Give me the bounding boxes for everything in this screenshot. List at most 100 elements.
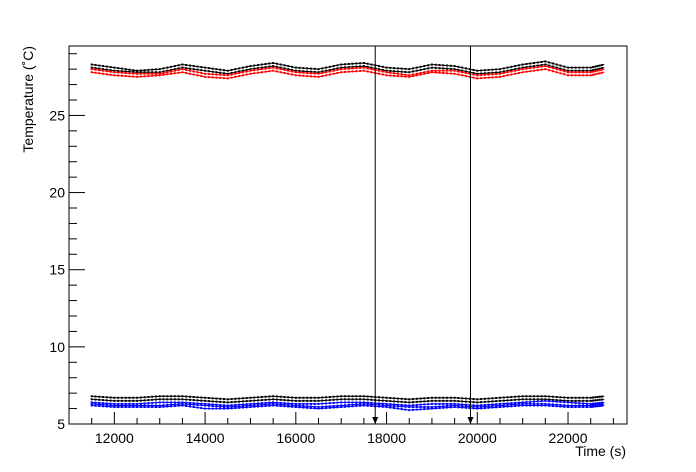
series-point-3 bbox=[396, 75, 399, 78]
series-point-7 bbox=[366, 403, 369, 406]
series-point-4 bbox=[591, 396, 594, 399]
series-point-1 bbox=[230, 72, 233, 74]
series-point-6 bbox=[151, 401, 154, 404]
series-point-1 bbox=[359, 65, 362, 68]
series-point-1 bbox=[283, 67, 286, 70]
series-point-8 bbox=[328, 406, 331, 409]
series-point-0 bbox=[563, 65, 566, 68]
series-point-5 bbox=[415, 400, 418, 403]
series-point-3 bbox=[574, 74, 577, 77]
series-point-7 bbox=[415, 406, 418, 409]
series-point-4 bbox=[234, 397, 237, 400]
series-point-2 bbox=[521, 68, 524, 71]
series-point-6 bbox=[533, 400, 535, 403]
series-point-8 bbox=[309, 407, 312, 410]
series-point-6 bbox=[249, 402, 252, 405]
series-point-0 bbox=[120, 67, 123, 70]
series-point-5 bbox=[438, 399, 441, 402]
series-point-0 bbox=[582, 66, 585, 69]
series-point-5 bbox=[109, 399, 112, 402]
series-point-7 bbox=[495, 404, 498, 407]
series-point-8 bbox=[464, 406, 467, 409]
series-point-6 bbox=[211, 403, 214, 406]
series-point-4 bbox=[241, 397, 244, 400]
series-point-3 bbox=[158, 74, 161, 77]
series-point-3 bbox=[230, 76, 233, 79]
series-point-4 bbox=[453, 396, 456, 399]
series-point-1 bbox=[188, 67, 191, 70]
series-point-4 bbox=[461, 397, 464, 400]
series-point-2 bbox=[412, 73, 415, 76]
series-point-0 bbox=[396, 67, 399, 70]
series-point-3 bbox=[578, 74, 581, 77]
series-point-2 bbox=[215, 73, 218, 76]
series-point-1 bbox=[419, 68, 422, 71]
series-point-6 bbox=[548, 400, 551, 403]
series-point-5 bbox=[306, 399, 309, 402]
series-point-7 bbox=[94, 403, 97, 406]
series-point-4 bbox=[389, 397, 392, 400]
series-point-8 bbox=[415, 408, 418, 411]
series-point-5 bbox=[200, 399, 203, 402]
series-point-5 bbox=[128, 399, 131, 402]
series-point-2 bbox=[359, 66, 362, 69]
series-point-8 bbox=[498, 406, 501, 409]
series-point-8 bbox=[449, 406, 452, 409]
series-point-0 bbox=[585, 66, 588, 69]
series-point-7 bbox=[412, 406, 415, 409]
series-point-6 bbox=[109, 402, 112, 405]
series-point-1 bbox=[105, 68, 108, 71]
series-point-8 bbox=[487, 406, 490, 409]
series-point-2 bbox=[287, 69, 290, 72]
series-point-8 bbox=[120, 406, 123, 409]
series-point-7 bbox=[442, 405, 445, 408]
series-point-4 bbox=[204, 396, 207, 399]
series-point-3 bbox=[591, 73, 594, 76]
series-point-3 bbox=[181, 71, 184, 74]
series-point-7 bbox=[328, 405, 331, 408]
series-point-2 bbox=[442, 69, 445, 72]
series-point-4 bbox=[272, 395, 275, 398]
series-point-5 bbox=[529, 398, 532, 401]
series-point-4 bbox=[317, 396, 320, 399]
series-point-7 bbox=[181, 402, 184, 405]
series-point-1 bbox=[396, 70, 399, 73]
series-point-2 bbox=[192, 70, 195, 73]
series-point-8 bbox=[514, 405, 517, 407]
series-point-2 bbox=[257, 68, 260, 71]
series-point-3 bbox=[544, 68, 547, 71]
series-point-1 bbox=[582, 69, 585, 72]
series-point-5 bbox=[517, 398, 520, 401]
series-point-3 bbox=[294, 74, 297, 77]
series-point-8 bbox=[551, 405, 554, 407]
series-point-4 bbox=[170, 395, 173, 398]
series-point-1 bbox=[279, 66, 282, 69]
series-point-7 bbox=[570, 404, 573, 407]
series-point-4 bbox=[582, 396, 585, 399]
series-point-8 bbox=[260, 405, 263, 408]
x-axis: 12000 14000 16000 18000 20000 22000 bbox=[68, 412, 614, 446]
series-point-8 bbox=[332, 406, 335, 409]
series-point-8 bbox=[132, 406, 135, 409]
series-point-6 bbox=[325, 402, 328, 405]
series-point-2 bbox=[321, 72, 324, 74]
series-point-5 bbox=[102, 399, 105, 402]
series-point-3 bbox=[132, 75, 135, 78]
series-point-7 bbox=[389, 404, 392, 407]
series-point-3 bbox=[336, 72, 339, 74]
series-point-8 bbox=[472, 407, 475, 410]
series-point-4 bbox=[294, 396, 297, 399]
series-point-5 bbox=[340, 398, 343, 401]
series-point-6 bbox=[601, 401, 604, 404]
series-point-4 bbox=[166, 395, 169, 398]
series-point-0 bbox=[170, 65, 173, 68]
series-point-0 bbox=[453, 65, 456, 68]
series-point-1 bbox=[313, 70, 316, 73]
series-point-0 bbox=[128, 68, 131, 71]
series-point-7 bbox=[582, 404, 585, 407]
series-point-6 bbox=[120, 402, 123, 405]
series-point-1 bbox=[525, 66, 528, 69]
series-point-2 bbox=[223, 74, 225, 77]
series-point-3 bbox=[170, 72, 173, 75]
series-point-3 bbox=[325, 74, 328, 77]
